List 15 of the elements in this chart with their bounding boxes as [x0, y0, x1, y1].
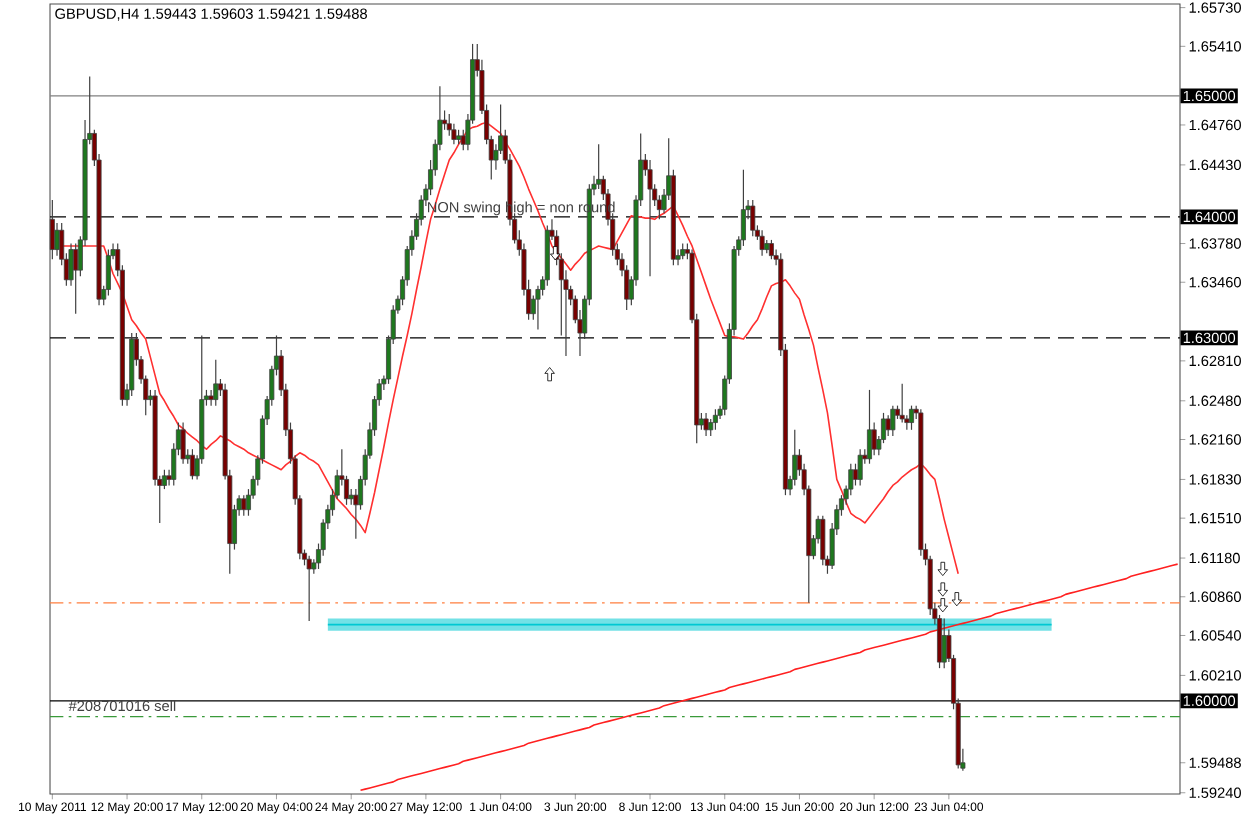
candlestick	[73, 242, 79, 315]
candlestick	[596, 143, 602, 190]
candlestick	[750, 199, 756, 237]
candlestick	[530, 294, 536, 321]
candlestick	[647, 159, 653, 277]
candlestick	[241, 494, 247, 517]
candlestick	[712, 408, 718, 431]
candlestick	[703, 412, 709, 437]
candlestick	[759, 229, 765, 257]
candlestick	[871, 421, 877, 456]
candlestick	[105, 248, 111, 297]
candlestick	[885, 414, 891, 437]
candlestick	[306, 555, 312, 622]
candlestick	[941, 617, 947, 669]
candlestick	[857, 448, 863, 487]
